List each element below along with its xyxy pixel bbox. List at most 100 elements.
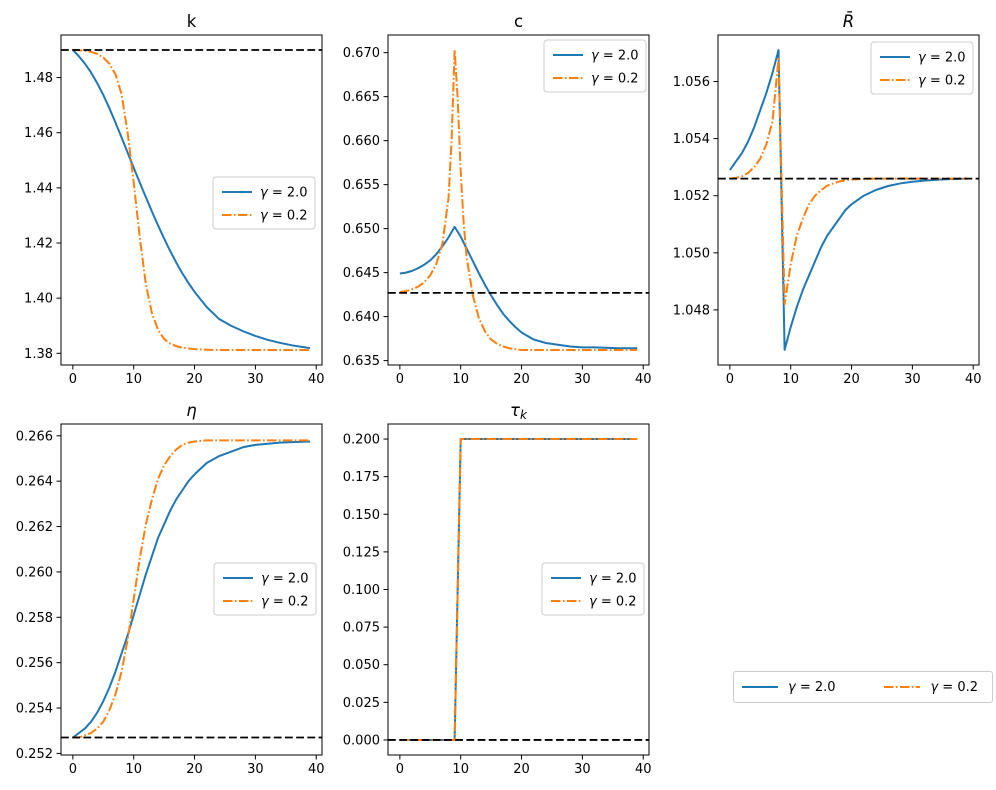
x-tick-label: 0 <box>726 372 734 387</box>
legend-label: γ = 2.0 <box>589 572 637 587</box>
y-tick-label: 0.254 <box>16 702 53 717</box>
x-tick-label: 0 <box>69 762 77 777</box>
series-eta-1 <box>72 439 311 739</box>
y-tick-label: 0.260 <box>16 565 53 580</box>
legend-k: γ = 2.0 γ = 0.2 <box>212 176 316 230</box>
y-tick-label: 1.052 <box>673 189 710 204</box>
x-tick-label: 20 <box>843 372 860 387</box>
figure-legend-entry-gamma-2.0: γ = 2.0 <box>741 680 836 695</box>
x-tick-label: 10 <box>782 372 799 387</box>
axes-frame <box>60 34 323 366</box>
gamma-value: = 2.0 <box>795 679 836 695</box>
series-k-0 <box>72 49 311 350</box>
x-tick-label: 30 <box>574 372 591 387</box>
y-tick-label: 0.150 <box>343 508 380 523</box>
y-tick-label: 1.054 <box>673 132 710 147</box>
y-tick-label: 0.635 <box>343 354 380 369</box>
x-tick-label: 0 <box>396 372 404 387</box>
y-tick-label: 0.660 <box>343 134 380 149</box>
x-tick-label: 30 <box>247 762 264 777</box>
y-tick-label: 0.645 <box>343 266 380 281</box>
subplot-Rbar: 0 10 20 30 40 1.048 1.050 1.052 1.054 1.056 R̄ γ = … <box>673 12 982 387</box>
figure-legend-entry-gamma-0.2: γ = 0.2 <box>883 680 978 695</box>
y-tick-label: 0.665 <box>343 90 380 105</box>
subplot-title-k: k <box>187 12 197 31</box>
subplot-title-Rbar: R̄ <box>843 12 854 31</box>
legend-label: γ = 2.0 <box>261 572 309 587</box>
x-tick-label: 20 <box>513 372 530 387</box>
figure-legend-label: γ = 2.0 <box>788 680 836 695</box>
y-tick-label: 1.40 <box>24 292 53 307</box>
y-tick-label: 0.252 <box>16 747 53 762</box>
y-tick-label: 0.264 <box>16 475 53 490</box>
legend-line-sample-solid <box>742 686 778 688</box>
x-tick-label: 20 <box>513 762 530 777</box>
y-tick-label: 0.175 <box>343 470 380 485</box>
subplot-title-tauk: τk <box>510 401 528 422</box>
series-c-0 <box>399 225 638 350</box>
y-tick-label: 0.640 <box>343 310 380 325</box>
y-tick-label: 1.42 <box>24 237 53 252</box>
y-tick-label: 1.46 <box>24 126 53 141</box>
x-tick-label: 10 <box>452 372 469 387</box>
y-tick-label: 1.44 <box>24 181 53 196</box>
gamma-symbol: γ <box>930 679 939 695</box>
x-tick-label: 30 <box>247 372 264 387</box>
y-tick-label: 0.200 <box>343 433 380 448</box>
x-tick-label: 10 <box>125 762 142 777</box>
gamma-value: = 0.2 <box>938 679 978 695</box>
legend-label: γ = 0.2 <box>260 209 308 224</box>
subplot-k: 0 10 20 30 40 1.38 1.40 1.42 1.44 1.46 1.48 k γ = 2.… <box>24 12 324 387</box>
x-tick-label: 10 <box>452 762 469 777</box>
subplot-tauk: 0 10 20 30 40 0.000 0.025 0.050 0.075 0.100 0.125 0… <box>343 401 652 777</box>
legend-label: γ = 2.0 <box>260 186 308 201</box>
series-c-1 <box>399 49 638 352</box>
axes-frame <box>60 423 323 756</box>
legend-label: γ = 0.2 <box>589 595 637 610</box>
x-tick-label: 10 <box>125 372 142 387</box>
y-tick-label: 0.650 <box>343 222 380 237</box>
x-tick-label: 0 <box>69 372 77 387</box>
x-tick-label: 40 <box>965 372 982 387</box>
y-tick-label: 1.048 <box>673 303 710 318</box>
series-Rbar-0 <box>729 49 968 351</box>
axes-frame <box>717 34 980 366</box>
legend-label: γ = 0.2 <box>261 595 309 610</box>
subplot-title-eta: η <box>186 401 196 420</box>
gamma-symbol: γ <box>788 679 796 695</box>
subplot-eta: 0 10 20 30 40 0.252 0.254 0.256 0.258 0.260 0.262 0… <box>16 401 325 777</box>
y-tick-label: 0.655 <box>343 178 380 193</box>
x-tick-label: 20 <box>186 372 203 387</box>
legend-eta: γ = 2.0 γ = 0.2 <box>213 562 317 616</box>
y-tick-label: 0.266 <box>16 429 53 444</box>
figure-legend: γ = 2.0 γ = 0.2 <box>733 671 993 703</box>
legend-c: γ = 2.0 γ = 0.2 <box>543 39 647 93</box>
x-tick-label: 0 <box>396 762 404 777</box>
y-tick-label: 0.256 <box>16 656 53 671</box>
y-tick-label: 1.056 <box>673 75 710 90</box>
y-tick-label: 0.075 <box>343 621 380 636</box>
y-tick-label: 1.050 <box>673 246 710 261</box>
x-tick-label: 40 <box>308 762 325 777</box>
legend-label: γ = 2.0 <box>918 51 966 66</box>
axes-frame <box>387 34 650 366</box>
x-tick-label: 20 <box>186 762 203 777</box>
subplot-title-c: c <box>514 12 523 31</box>
legend-line-sample-dashdot <box>884 686 921 688</box>
y-tick-label: 1.38 <box>24 347 53 362</box>
axes-frame <box>387 423 650 756</box>
y-tick-label: 0.025 <box>343 696 380 711</box>
x-tick-label: 30 <box>574 762 591 777</box>
legend-label: γ = 0.2 <box>918 74 966 89</box>
y-tick-label: 0.000 <box>343 733 380 748</box>
y-tick-label: 0.258 <box>16 611 53 626</box>
x-tick-label: 40 <box>635 372 652 387</box>
y-tick-label: 0.262 <box>16 520 53 535</box>
series-eta-0 <box>72 440 311 739</box>
series-k-1 <box>72 49 311 351</box>
y-tick-label: 1.48 <box>24 71 53 86</box>
legend-label: γ = 0.2 <box>591 72 639 87</box>
subplot-c: 0 10 20 30 40 0.635 0.640 0.645 0.650 0.655 0.660 0… <box>343 12 652 387</box>
y-tick-label: 0.050 <box>343 658 380 673</box>
